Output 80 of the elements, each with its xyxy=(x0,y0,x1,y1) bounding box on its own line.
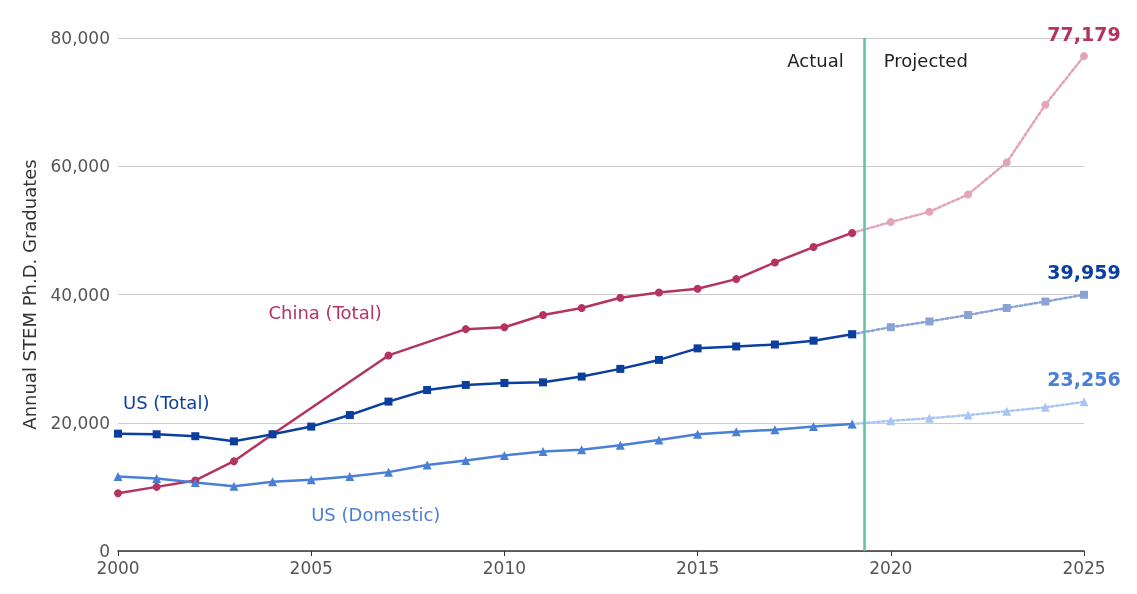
x-tick-label: 2010 xyxy=(482,557,527,578)
point xyxy=(229,457,238,466)
point xyxy=(113,472,123,482)
y-tick-label: 60,000 xyxy=(50,156,110,177)
y-tick-label: 80,000 xyxy=(50,28,110,48)
point xyxy=(925,317,934,326)
x-tick-label: 2025 xyxy=(1062,557,1106,578)
point xyxy=(732,342,741,351)
point xyxy=(770,340,779,349)
series-label: China (Total) xyxy=(268,301,382,323)
point xyxy=(500,323,509,332)
point xyxy=(577,372,586,381)
point xyxy=(924,413,934,423)
series-label: US (Total) xyxy=(123,392,210,414)
point xyxy=(1080,290,1088,299)
point xyxy=(770,258,779,267)
point xyxy=(152,430,161,439)
point xyxy=(964,190,973,199)
data-label: 39,959 xyxy=(1047,261,1121,284)
point xyxy=(1002,158,1011,167)
point xyxy=(809,422,819,432)
point xyxy=(229,481,239,491)
x-tick-label: 2005 xyxy=(289,557,333,578)
point xyxy=(1002,406,1012,416)
y-tick-label: 20,000 xyxy=(50,412,110,433)
point xyxy=(500,378,509,387)
point xyxy=(693,344,702,353)
point xyxy=(152,482,161,491)
point xyxy=(1040,402,1050,412)
y-axis-title: Annual STEM Ph.D. Graduates xyxy=(18,159,40,430)
annotation: Projected xyxy=(883,49,968,71)
point xyxy=(423,386,432,395)
point xyxy=(654,355,663,364)
series-label: US (Domestic) xyxy=(311,504,441,526)
point xyxy=(268,477,278,487)
point xyxy=(114,489,122,498)
point xyxy=(461,325,470,334)
point xyxy=(345,411,354,420)
y-tick-label: 40,000 xyxy=(50,284,110,305)
point xyxy=(539,378,548,387)
point xyxy=(577,303,586,312)
point xyxy=(461,380,470,389)
point xyxy=(114,429,122,438)
point xyxy=(229,437,238,446)
point xyxy=(693,284,702,293)
point xyxy=(886,218,895,227)
point xyxy=(654,435,664,445)
point xyxy=(1080,52,1088,61)
point xyxy=(422,460,432,470)
point xyxy=(1041,297,1050,306)
point xyxy=(654,288,663,297)
point xyxy=(616,364,625,373)
point xyxy=(809,336,818,345)
point xyxy=(152,474,162,484)
x-tick-label: 2020 xyxy=(869,557,913,578)
data-label: 77,179 xyxy=(1047,22,1121,45)
point xyxy=(1002,303,1011,312)
point xyxy=(384,351,393,360)
point xyxy=(963,410,973,420)
point xyxy=(538,447,548,457)
point xyxy=(307,422,316,431)
x-tick-label: 2015 xyxy=(675,557,720,578)
point xyxy=(539,311,548,320)
point xyxy=(693,429,703,439)
point xyxy=(191,432,200,441)
point xyxy=(384,397,393,406)
point xyxy=(732,275,741,284)
data-label: 23,256 xyxy=(1047,367,1121,390)
point xyxy=(1079,397,1089,407)
point xyxy=(809,243,818,252)
point xyxy=(345,472,355,482)
point xyxy=(925,207,934,216)
point xyxy=(383,467,393,477)
annotation: Actual xyxy=(787,49,844,71)
point xyxy=(615,440,625,450)
point xyxy=(886,323,895,332)
point xyxy=(1041,100,1050,109)
point xyxy=(964,311,973,320)
point xyxy=(616,293,625,302)
point xyxy=(499,450,509,460)
